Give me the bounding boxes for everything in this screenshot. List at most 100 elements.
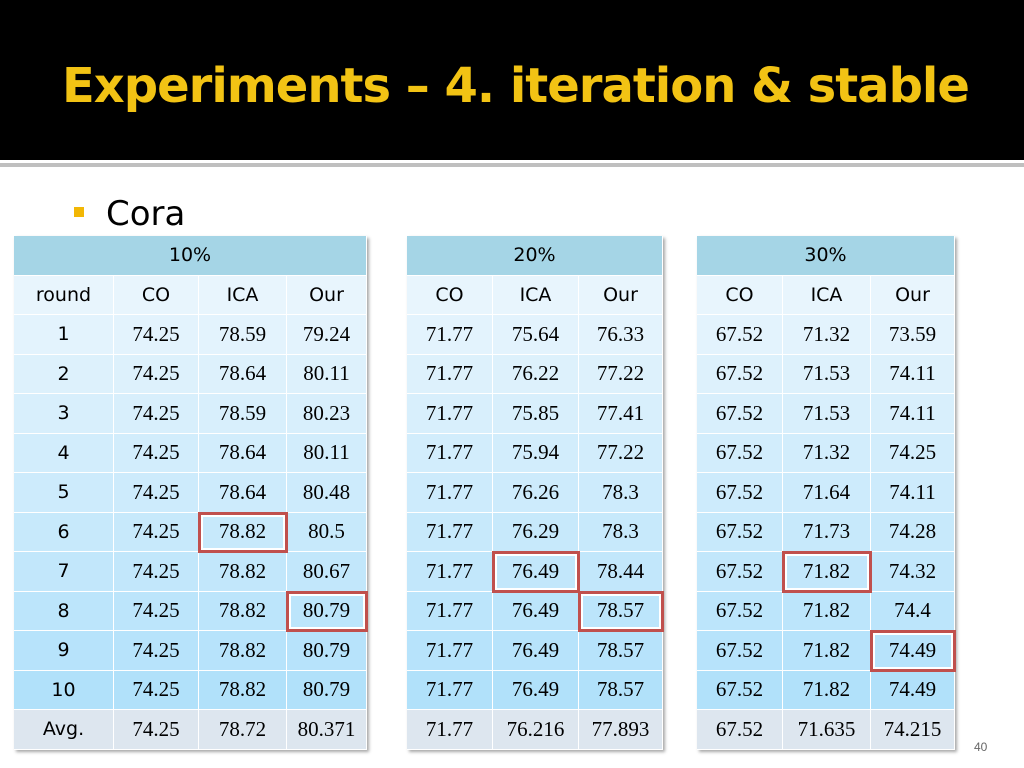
cell: 76.29 [493,512,579,552]
cell: 71.77 [407,354,493,394]
cell: 71.53 [783,354,871,394]
cell: 74.25 [114,315,199,355]
cell: 78.44 [579,552,663,592]
highlight-box [286,590,368,632]
cell: 67.52 [697,552,783,592]
column-header: round [14,275,114,315]
cell: 75.64 [493,315,579,355]
highlight-box [492,551,580,593]
cell: 71.82 [783,631,871,671]
group-header: 10% [14,236,367,276]
cell: 78.57 [579,591,663,631]
cell: 80.79 [287,670,367,710]
highlight-box [782,551,872,593]
cell: 67.52 [697,670,783,710]
cell: 74.32 [871,552,955,592]
header-band [0,0,1024,160]
cell: 76.49 [493,552,579,592]
cell: 76.22 [493,354,579,394]
cell: 71.77 [407,552,493,592]
average-cell: 71.77 [407,710,493,750]
cell: 67.52 [697,394,783,434]
cell: 78.82 [199,512,287,552]
cell: 74.11 [871,354,955,394]
cell: 71.77 [407,631,493,671]
average-cell: Avg. [14,710,114,750]
cell: 71.82 [783,591,871,631]
cell: 76.49 [493,670,579,710]
cell: 80.79 [287,631,367,671]
cell: 77.22 [579,433,663,473]
cell: 78.64 [199,354,287,394]
cell: 77.41 [579,394,663,434]
cell: 74.25 [114,552,199,592]
column-header: Our [287,275,367,315]
cell: 74.49 [871,631,955,671]
cell: 74.11 [871,394,955,434]
cell: 80.79 [287,591,367,631]
bullet-marker [74,207,84,217]
cell: 71.82 [783,670,871,710]
column-header: Our [871,275,955,315]
cell: 71.77 [407,512,493,552]
cell: 74.25 [114,394,199,434]
cell: 71.77 [407,670,493,710]
cell: 71.77 [407,433,493,473]
cell: 67.52 [697,354,783,394]
column-header: ICA [783,275,871,315]
cell: 78.82 [199,552,287,592]
cell: 79.24 [287,315,367,355]
cell: 2 [14,354,114,394]
cell: 4 [14,433,114,473]
cell: 10 [14,670,114,710]
cell: 78.82 [199,670,287,710]
cell: 78.82 [199,591,287,631]
column-header: ICA [493,275,579,315]
average-cell: 74.25 [114,710,199,750]
cell: 71.32 [783,315,871,355]
cell: 74.4 [871,591,955,631]
average-cell: 67.52 [697,710,783,750]
average-cell: 76.216 [493,710,579,750]
cell: 74.28 [871,512,955,552]
cell: 77.22 [579,354,663,394]
cell: 74.11 [871,473,955,513]
cell: 80.11 [287,433,367,473]
cell: 8 [14,591,114,631]
group-header: 20% [407,236,663,276]
cell: 78.3 [579,512,663,552]
average-cell: 74.215 [871,710,955,750]
column-header: CO [697,275,783,315]
cell: 9 [14,631,114,671]
cell: 74.25 [114,631,199,671]
cell: 74.49 [871,670,955,710]
cell: 67.52 [697,433,783,473]
cell: 71.82 [783,552,871,592]
average-cell: 80.371 [287,710,367,750]
cell: 75.94 [493,433,579,473]
table: 10% round CO ICA Our 1 74.25 78.59 79.24 2 74.25 78… [14,236,368,750]
cell: 3 [14,394,114,434]
cell: 75.85 [493,394,579,434]
average-cell: 78.72 [199,710,287,750]
cell: 80.11 [287,354,367,394]
cell: 1 [14,315,114,355]
cell: 74.25 [114,670,199,710]
table: 20% CO ICA Our 71.77 75.64 76.33 71.77 76.22 77.2… [407,236,664,750]
cell: 78.57 [579,670,663,710]
cell: 78.3 [579,473,663,513]
cell: 78.59 [199,315,287,355]
cell: 74.25 [114,512,199,552]
column-header: CO [407,275,493,315]
cell: 67.52 [697,591,783,631]
cell: 71.77 [407,394,493,434]
cell: 67.52 [697,473,783,513]
average-cell: 77.893 [579,710,663,750]
cell: 71.32 [783,433,871,473]
cell: 76.49 [493,591,579,631]
highlight-box [198,511,288,553]
cell: 71.77 [407,591,493,631]
cell: 71.64 [783,473,871,513]
cell: 73.59 [871,315,955,355]
cell: 78.59 [199,394,287,434]
